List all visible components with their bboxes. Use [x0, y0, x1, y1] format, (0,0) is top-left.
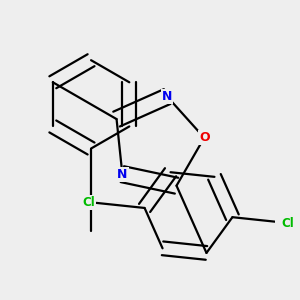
Text: N: N [117, 168, 128, 181]
Text: Cl: Cl [282, 217, 294, 230]
Text: Cl: Cl [82, 196, 95, 208]
Text: O: O [199, 131, 209, 144]
Text: N: N [162, 90, 172, 103]
